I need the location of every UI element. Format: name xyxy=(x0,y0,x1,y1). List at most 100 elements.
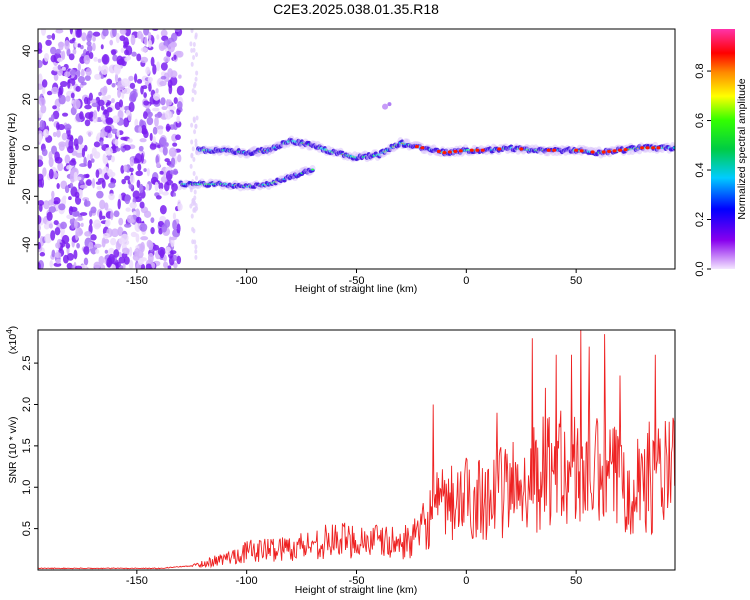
spectrogram-peak-cell xyxy=(612,149,617,153)
spectrogram-noise-cell xyxy=(95,135,100,142)
spectrogram-noise-cell xyxy=(148,82,152,92)
spectrogram-noise-cell xyxy=(79,179,84,184)
spectrogram-noise-cell xyxy=(90,158,95,163)
spectrogram-noise-cell xyxy=(121,147,126,153)
spectrogram-noise-cell xyxy=(87,131,92,137)
spectrogram-noise-cell xyxy=(130,34,136,46)
colorbar-scale xyxy=(711,29,735,269)
spectrogram-noise-cell xyxy=(162,261,169,269)
spectrogram-noise-cell xyxy=(176,50,184,58)
spectrogram-noise-cell xyxy=(149,132,153,142)
spectrogram-noise-cell xyxy=(56,129,61,138)
spectrogram-noise-cell xyxy=(164,158,170,163)
spectrogram-noise-cell xyxy=(192,47,196,53)
spectrogram-noise-cell xyxy=(77,75,86,84)
spectrogram-noise-cell xyxy=(49,260,53,268)
spectrogram-noise-cell xyxy=(129,174,135,185)
spectrogram-x-tick-label: -100 xyxy=(236,275,258,287)
spectrogram-noise-cell xyxy=(69,29,74,35)
spectrogram-noise-cell xyxy=(99,199,106,210)
spectrogram-noise-cell xyxy=(192,42,196,48)
spectrogram-noise-cell xyxy=(39,252,46,257)
spectrogram-noise-cell xyxy=(137,163,142,172)
spectrogram-noise-cell xyxy=(189,163,193,169)
spectrogram-heatmap xyxy=(38,29,675,269)
spectrogram-noise-cell xyxy=(191,96,195,102)
spectrogram-noise-cell xyxy=(129,157,135,167)
spectrogram-noise-cell xyxy=(194,248,198,254)
spectrogram-noise-cell xyxy=(120,233,129,243)
spectrogram-noise-cell xyxy=(113,210,120,218)
spectrogram-noise-cell xyxy=(152,107,160,112)
spectrogram-noise-cell xyxy=(161,106,168,111)
spectrogram-noise-cell xyxy=(58,143,65,151)
spectrogram-noise-cell xyxy=(64,40,70,51)
spectrogram-noise-cell xyxy=(93,110,98,119)
spectrogram-noise-cell xyxy=(170,32,178,42)
spectrogram-noise-cell xyxy=(175,120,182,128)
spectrogram-noise-cell xyxy=(75,152,84,158)
spectrogram-noise-cell xyxy=(66,48,71,57)
spectrogram-noise-cell xyxy=(80,222,84,227)
spectrogram-noise-cell xyxy=(192,170,196,176)
snr-x-axis: -150 -100 -50 0 50 xyxy=(126,570,582,587)
spectrogram-peak-cell xyxy=(601,150,606,154)
snr-x-tick-label: -100 xyxy=(236,575,258,587)
spectrogram-noise-cell xyxy=(68,139,74,150)
spectrogram-noise-cell xyxy=(80,81,87,86)
spectrogram-noise-cell xyxy=(38,159,44,167)
spectrogram-noise-cell xyxy=(154,181,159,192)
spectrogram-noise-cell xyxy=(64,124,72,131)
spectrogram-noise-cell xyxy=(156,61,161,72)
spectrogram-noise-cell xyxy=(156,162,161,168)
spectrogram-peak-cell xyxy=(640,146,645,150)
spectrogram-noise-cell xyxy=(176,255,182,265)
spectrogram-noise-cell xyxy=(193,239,197,245)
spectrogram-peak-cell xyxy=(475,148,480,152)
spectrogram-noise-cell xyxy=(66,252,75,261)
spectrogram-noise-cell xyxy=(194,138,198,144)
spectrogram-noise-cell xyxy=(69,69,78,76)
spectrogram-noise-cell xyxy=(168,105,176,111)
spectrogram-noise-cell xyxy=(73,211,80,217)
spectrogram-noise-cell xyxy=(164,110,172,120)
spectrogram-noise-cell xyxy=(193,189,197,195)
spectrogram-noise-cell xyxy=(166,50,172,58)
spectrogram-noise-cell xyxy=(38,224,41,232)
spectrogram-noise-cell xyxy=(194,76,198,82)
spectrogram-noise-cell xyxy=(74,191,80,199)
spectrogram-noise-cell xyxy=(73,219,78,229)
spectrogram-noise-cell xyxy=(76,242,80,249)
spectrogram-noise-cell xyxy=(85,68,92,76)
spectrogram-noise-cell xyxy=(61,132,68,141)
spectrogram-noise-cell xyxy=(42,128,50,138)
spectrogram-noise-cell xyxy=(83,144,88,152)
spectrogram-noise-cell xyxy=(158,220,164,226)
spectrogram-noise-cell xyxy=(40,29,47,36)
spectrogram-noise-cell xyxy=(140,241,145,253)
colorbar-tick-label: 0.0 xyxy=(694,261,706,276)
colorbar-tick-label: 0.8 xyxy=(694,63,706,78)
spectrogram-noise-cell xyxy=(194,254,198,260)
colorbar-title: Normalized spectral amplitude xyxy=(736,78,748,219)
spectrogram-noise-cell xyxy=(172,142,178,147)
spectrogram-x-tick-label: 0 xyxy=(463,275,469,287)
spectrogram-noise-cell xyxy=(190,213,194,219)
spectrogram-noise-cell xyxy=(152,126,158,135)
spectrogram-noise-cell xyxy=(41,148,48,157)
spectrogram-peak-cell xyxy=(519,147,524,151)
spectrogram-noise-cell xyxy=(160,29,168,38)
spectrogram-peak-cell xyxy=(480,148,485,152)
spectrogram-noise-cell xyxy=(136,250,144,259)
spectrogram-noise-cell xyxy=(46,90,53,96)
spectrogram-noise-cell xyxy=(86,33,92,42)
spectrogram-noise-cell xyxy=(93,243,102,248)
spectrogram-noise-cell xyxy=(121,247,130,255)
spectrogram-noise-cell xyxy=(156,34,160,40)
spectrogram-noise-cell xyxy=(146,239,153,248)
spectrogram-noise-cell xyxy=(103,166,109,173)
spectrogram-noise-cell xyxy=(79,184,88,189)
spectrogram-noise-cell xyxy=(172,192,177,197)
spectrogram-noise-cell xyxy=(48,223,53,229)
spectrogram-noise-cell xyxy=(122,262,126,269)
